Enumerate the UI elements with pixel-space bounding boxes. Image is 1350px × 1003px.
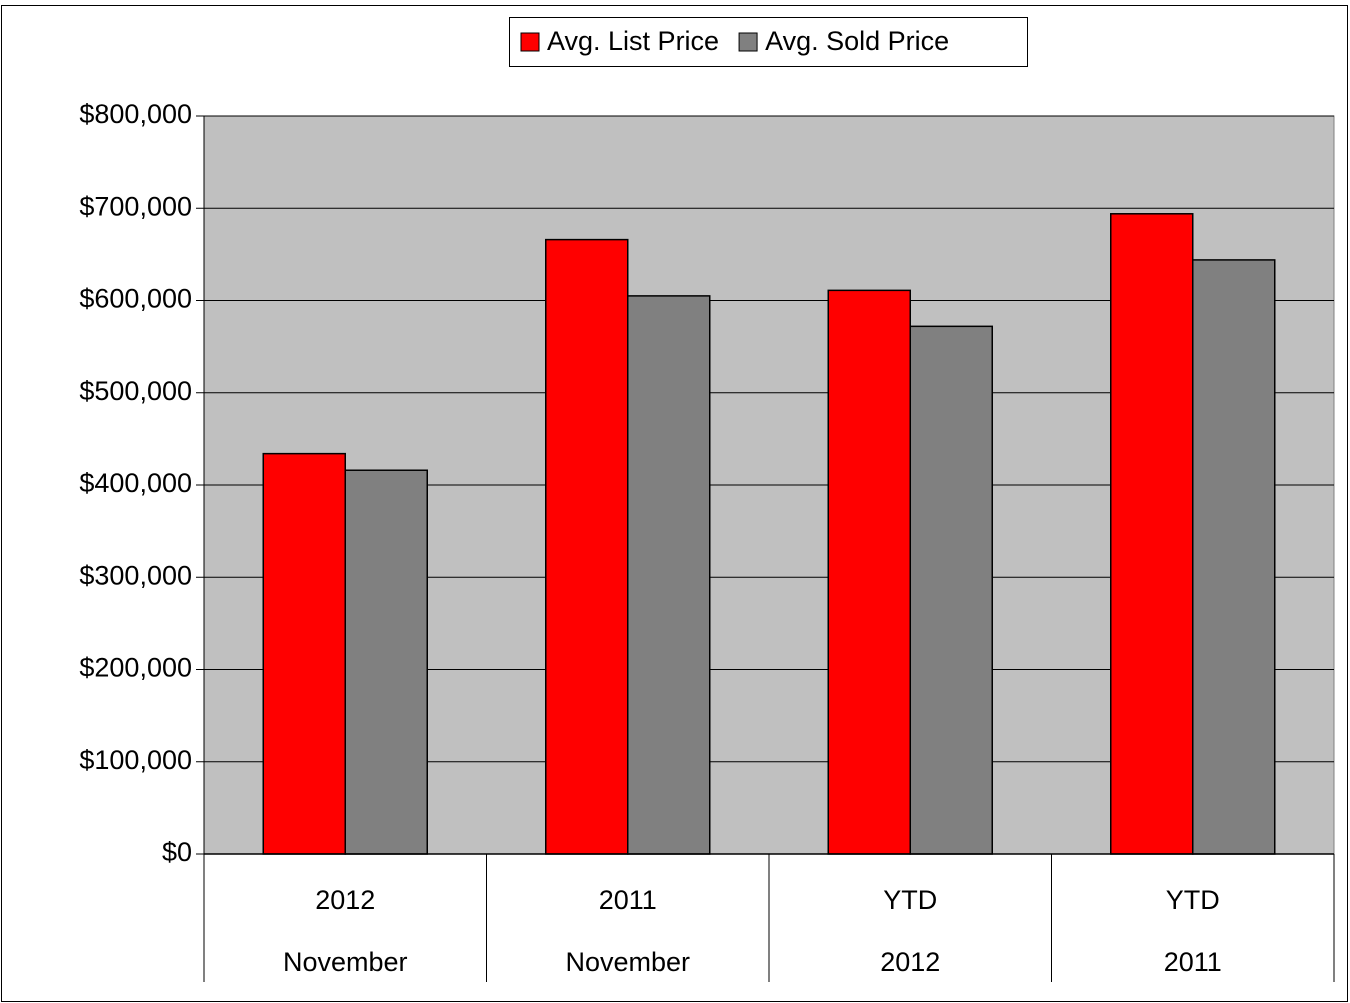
x-tick-label: 2012 [315, 885, 375, 915]
bar [627, 295, 711, 855]
bar [827, 289, 911, 855]
y-tick-label: $800,000 [79, 99, 192, 129]
bar [262, 452, 346, 855]
x-tick-label: YTD [1166, 885, 1220, 915]
bar [1192, 259, 1276, 855]
x-tick-label: November [283, 947, 408, 977]
bar [344, 469, 428, 855]
y-tick-label: $600,000 [79, 284, 192, 314]
legend-label: Avg. List Price [547, 26, 719, 56]
x-tick-label: 2012 [880, 947, 940, 977]
bar [545, 238, 629, 855]
y-tick-label: $0 [162, 837, 192, 867]
x-tick-label: November [565, 947, 690, 977]
y-tick-label: $200,000 [79, 653, 192, 683]
y-tick-label: $100,000 [79, 745, 192, 775]
y-tick-label: $300,000 [79, 560, 192, 590]
x-tick-label: YTD [883, 885, 937, 915]
legend-swatch [520, 32, 540, 52]
y-tick-label: $700,000 [79, 191, 192, 221]
legend-swatch [738, 32, 758, 52]
x-tick-label: 2011 [1164, 947, 1222, 977]
bar [909, 325, 993, 855]
x-tick-label: 2011 [599, 885, 657, 915]
bar [1110, 213, 1194, 855]
legend-box [509, 17, 1028, 67]
y-tick-label: $500,000 [79, 376, 192, 406]
y-tick-label: $400,000 [79, 468, 192, 498]
legend-label: Avg. Sold Price [765, 26, 949, 56]
